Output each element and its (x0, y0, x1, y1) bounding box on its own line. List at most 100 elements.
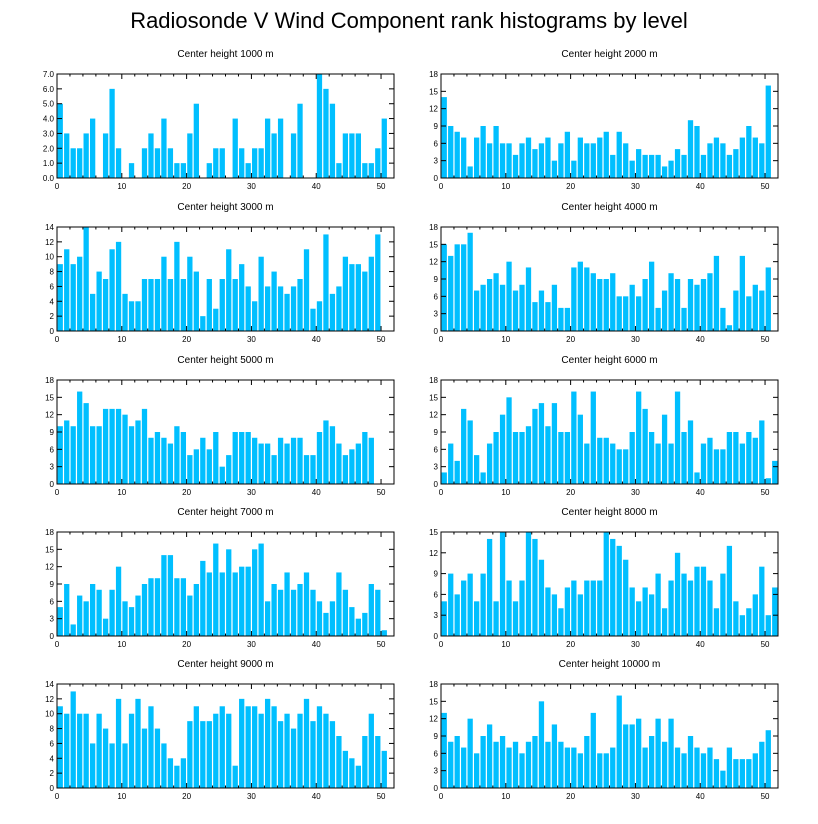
y-tick-label: 6 (50, 597, 55, 606)
histogram-bar (226, 713, 232, 788)
histogram-bar (115, 148, 122, 178)
y-tick-label: 18 (429, 376, 438, 385)
y-tick-label: 6 (434, 139, 439, 148)
y-tick-label: 0 (434, 632, 439, 641)
histogram-bar (135, 698, 141, 788)
histogram-bar (713, 255, 720, 331)
histogram-bar (115, 698, 122, 788)
histogram-bar (174, 578, 180, 636)
histogram-bar (558, 741, 564, 788)
y-tick-label: 15 (429, 528, 438, 537)
x-tick-label: 0 (55, 640, 60, 649)
histogram-bar (83, 227, 89, 331)
histogram-bar (342, 256, 349, 331)
histogram-bar (167, 758, 174, 788)
histogram-bar (564, 587, 571, 636)
histogram-bar (512, 432, 519, 484)
histogram-bar (519, 284, 525, 331)
x-tick-label: 50 (761, 335, 770, 344)
y-tick-label: 12 (429, 411, 438, 420)
x-tick-label: 30 (247, 792, 256, 801)
x-tick-label: 0 (439, 488, 444, 497)
histogram-bar (102, 728, 109, 788)
y-tick-label: 14 (45, 223, 54, 232)
histogram-bar (232, 432, 238, 484)
x-tick-label: 20 (566, 792, 575, 801)
histogram-bar (746, 126, 752, 178)
histogram-bar (355, 765, 361, 788)
histogram-bar (239, 148, 245, 178)
histogram-bar (303, 572, 310, 636)
histogram-bar (109, 249, 115, 331)
histogram-bar (648, 154, 655, 178)
y-tick-label: 0 (50, 327, 55, 336)
histogram-bar (329, 293, 336, 331)
histogram-bar (342, 133, 349, 178)
histogram-bar (752, 284, 758, 331)
histogram-bar (368, 713, 374, 788)
histogram-bar (486, 143, 493, 178)
histogram-bar (519, 580, 525, 636)
histogram-bar (57, 706, 63, 788)
histogram-bar (558, 608, 564, 636)
histogram-bar (506, 747, 512, 788)
y-tick-label: 3.0 (43, 129, 55, 138)
histogram-bar (290, 133, 297, 178)
histogram-bar (461, 580, 467, 636)
histogram-bar (115, 241, 122, 331)
histogram-bar (480, 284, 486, 331)
histogram-bar (284, 293, 290, 331)
histogram-bar (558, 307, 564, 331)
histogram-bar (161, 555, 167, 636)
histogram-bar (603, 753, 609, 788)
y-tick-label: 8 (50, 268, 55, 277)
y-tick-label: 6 (434, 445, 439, 454)
histogram-bar (551, 403, 558, 484)
y-tick-label: 5.0 (43, 100, 55, 109)
histogram-bar (461, 244, 467, 331)
histogram-bar (733, 290, 739, 331)
histogram-bar (290, 728, 297, 788)
y-tick-label: 0 (50, 480, 55, 489)
histogram-bar (474, 601, 480, 636)
histogram-bar (720, 449, 726, 484)
histogram-bar (316, 706, 323, 788)
histogram-bar (636, 296, 642, 331)
histogram-bar (700, 443, 707, 484)
histogram-panel: Center height 6000 m 0 10 20 30 40 50 0 3 6 9 12 15 1… (429, 355, 779, 497)
histogram-bar (603, 532, 609, 636)
histogram-bar (264, 698, 271, 788)
x-tick-label: 50 (761, 640, 770, 649)
histogram-bar (141, 728, 148, 788)
y-tick-label: 2 (50, 312, 55, 321)
histogram-bar (681, 573, 687, 636)
histogram-bar (668, 580, 674, 636)
histogram-bar (355, 443, 361, 484)
histogram-bar (441, 244, 447, 331)
histogram-bar (765, 85, 771, 178)
histogram-bar (467, 166, 473, 178)
x-tick-label: 30 (631, 182, 640, 191)
histogram-bar (700, 753, 707, 788)
y-tick-label: 3 (434, 767, 439, 776)
histogram-bar (180, 432, 187, 484)
y-tick-label: 6 (434, 749, 439, 758)
histogram-bar (584, 267, 590, 331)
x-tick-label: 30 (631, 335, 640, 344)
histogram-bar (161, 743, 167, 788)
histogram-bar (597, 279, 603, 331)
histogram-bar (245, 163, 251, 178)
histogram-bar (187, 721, 193, 788)
histogram-bar (655, 718, 661, 788)
histogram-bar (219, 706, 225, 788)
histogram-bar (545, 426, 551, 484)
histogram-bar (109, 88, 115, 178)
histogram-bar (467, 573, 473, 636)
histogram-bar (64, 713, 70, 788)
histogram-bar (277, 118, 284, 178)
x-tick-label: 10 (117, 335, 126, 344)
panel-title: Center height 4000 m (561, 202, 657, 213)
histogram-bar (590, 580, 596, 636)
histogram-bar (193, 271, 199, 331)
histogram-bar (154, 148, 161, 178)
